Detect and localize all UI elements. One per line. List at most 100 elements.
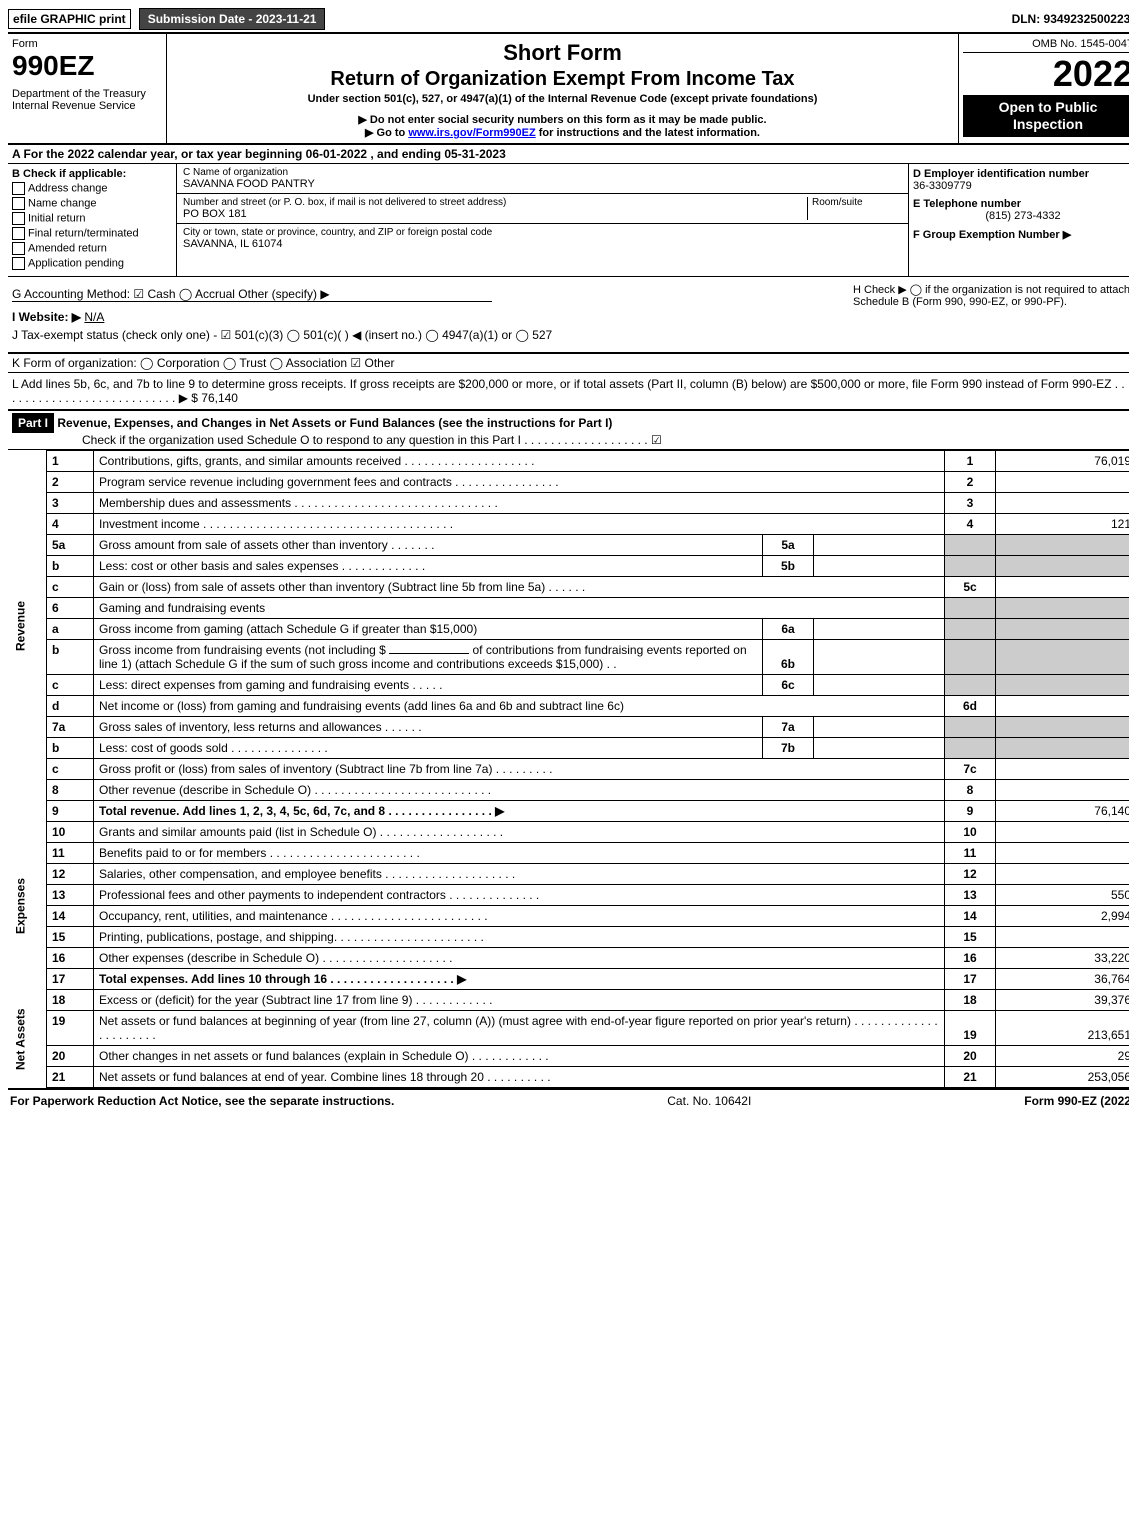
line-15-rval: [996, 927, 1129, 948]
form-header: Form 990EZ Department of the Treasury In…: [8, 34, 1129, 145]
line-9-rnum: 9: [945, 801, 996, 822]
line-13-num: 13: [47, 885, 94, 906]
line-5a-subval: [814, 535, 945, 556]
line-6a-rval-grey: [996, 619, 1129, 640]
tax-year: 2022: [963, 53, 1129, 95]
part-1-header-row: Part I Revenue, Expenses, and Changes in…: [8, 411, 1129, 450]
line-5a-subcol: 5a: [763, 535, 814, 556]
line-7a-rnum-grey: [945, 717, 996, 738]
line-12-rval: [996, 864, 1129, 885]
line-6-rval-grey: [996, 598, 1129, 619]
row-l-gross-receipts: L Add lines 5b, 6c, and 7b to line 9 to …: [8, 373, 1129, 411]
line-12-text: Salaries, other compensation, and employ…: [94, 864, 945, 885]
line-7b-rnum-grey: [945, 738, 996, 759]
chk-name-change[interactable]: Name change: [12, 197, 172, 210]
line-16-rnum: 16: [945, 948, 996, 969]
street-value: PO BOX 181: [183, 208, 807, 220]
line-2-text: Program service revenue including govern…: [94, 472, 945, 493]
ein-label: D Employer identification number: [913, 168, 1129, 180]
line-5b-subcol: 5b: [763, 556, 814, 577]
line-7a-rval-grey: [996, 717, 1129, 738]
header-center: Short Form Return of Organization Exempt…: [167, 34, 958, 143]
line-6d-rnum: 6d: [945, 696, 996, 717]
dln: DLN: 93492325002233: [1012, 12, 1129, 26]
group-exemption-label: F Group Exemption Number ▶: [913, 228, 1129, 241]
header-left: Form 990EZ Department of the Treasury In…: [8, 34, 167, 143]
line-2-rnum: 2: [945, 472, 996, 493]
side-spacer-1: [8, 801, 47, 822]
line-7b-num: b: [47, 738, 94, 759]
col-b-checkboxes: B Check if applicable: Address change Na…: [8, 164, 177, 276]
line-20-rval: 29: [996, 1046, 1129, 1067]
line-20-rnum: 20: [945, 1046, 996, 1067]
line-5c-text: Gain or (loss) from sale of assets other…: [94, 577, 945, 598]
line-6a-text: Gross income from gaming (attach Schedul…: [94, 619, 763, 640]
line-20-num: 20: [47, 1046, 94, 1067]
top-bar: efile GRAPHIC print Submission Date - 20…: [8, 8, 1129, 34]
main-title: Return of Organization Exempt From Incom…: [175, 68, 950, 91]
line-3-rnum: 3: [945, 493, 996, 514]
line-13-rval: 550: [996, 885, 1129, 906]
org-name-label: C Name of organization: [183, 167, 902, 178]
line-6b-t1: Gross income from fundraising events (no…: [99, 643, 386, 657]
line-10-rval: [996, 822, 1129, 843]
line-5c-rval: [996, 577, 1129, 598]
phone-value: (815) 273-4332: [913, 210, 1129, 222]
row-h-schedule-b: H Check ▶ ◯ if the organization is not r…: [845, 283, 1129, 346]
line-18-text: Excess or (deficit) for the year (Subtra…: [94, 990, 945, 1011]
line-7a-subval: [814, 717, 945, 738]
line-3-num: 3: [47, 493, 94, 514]
line-7b-subcol: 7b: [763, 738, 814, 759]
line-6c-text: Less: direct expenses from gaming and fu…: [94, 675, 763, 696]
sub3-post: for instructions and the latest informat…: [536, 127, 760, 139]
subtitle-1: Under section 501(c), 527, or 4947(a)(1)…: [175, 93, 950, 105]
line-5b-rnum-grey: [945, 556, 996, 577]
chk-final-return[interactable]: Final return/terminated: [12, 227, 172, 240]
line-5c-num: c: [47, 577, 94, 598]
line-1-rval: 76,019: [996, 451, 1129, 472]
line-6-num: 6: [47, 598, 94, 619]
part-1-title: Revenue, Expenses, and Changes in Net As…: [57, 416, 612, 430]
line-18-num: 18: [47, 990, 94, 1011]
line-4-rval: 121: [996, 514, 1129, 535]
irs-link[interactable]: www.irs.gov/Form990EZ: [408, 127, 535, 139]
line-14-num: 14: [47, 906, 94, 927]
chk-amended-return[interactable]: Amended return: [12, 242, 172, 255]
subtitle-2: ▶ Do not enter social security numbers o…: [175, 113, 950, 126]
chk-application-pending[interactable]: Application pending: [12, 257, 172, 270]
side-label-netassets: Net Assets: [8, 990, 47, 1088]
line-21-rnum: 21: [945, 1067, 996, 1088]
line-5b-text: Less: cost or other basis and sales expe…: [94, 556, 763, 577]
phone-label: E Telephone number: [913, 198, 1129, 210]
block-b-to-f: B Check if applicable: Address change Na…: [8, 164, 1129, 277]
footer-right: Form 990-EZ (2022): [1024, 1094, 1129, 1108]
line-5b-num: b: [47, 556, 94, 577]
line-2-num: 2: [47, 472, 94, 493]
chk-address-change[interactable]: Address change: [12, 182, 172, 195]
line-1-rnum: 1: [945, 451, 996, 472]
line-6a-rnum-grey: [945, 619, 996, 640]
row-a-period: A For the 2022 calendar year, or tax yea…: [8, 145, 1129, 164]
line-21-rval: 253,056: [996, 1067, 1129, 1088]
line-21-num: 21: [47, 1067, 94, 1088]
chk-initial-return[interactable]: Initial return: [12, 212, 172, 225]
footer-left: For Paperwork Reduction Act Notice, see …: [10, 1094, 394, 1108]
col-b-title: B Check if applicable:: [12, 168, 172, 180]
row-l-value: 76,140: [201, 391, 238, 405]
line-19-rnum: 19: [945, 1011, 996, 1046]
line-16-text: Other expenses (describe in Schedule O) …: [94, 948, 945, 969]
line-6b-rnum-grey: [945, 640, 996, 675]
line-17-rval: 36,764: [996, 969, 1129, 990]
line-19-rval: 213,651: [996, 1011, 1129, 1046]
line-7b-subval: [814, 738, 945, 759]
footer: For Paperwork Reduction Act Notice, see …: [8, 1088, 1129, 1112]
line-10-rnum: 10: [945, 822, 996, 843]
street-label: Number and street (or P. O. box, if mail…: [183, 197, 807, 208]
city-value: SAVANNA, IL 61074: [183, 238, 902, 250]
part-1-sub: Check if the organization used Schedule …: [12, 433, 1129, 447]
col-c-org-info: C Name of organization SAVANNA FOOD PANT…: [177, 164, 909, 276]
line-5b-rval-grey: [996, 556, 1129, 577]
row-g-accounting: G Accounting Method: ☑ Cash ◯ Accrual Ot…: [12, 287, 492, 302]
omb-number: OMB No. 1545-0047: [963, 38, 1129, 53]
line-7c-num: c: [47, 759, 94, 780]
